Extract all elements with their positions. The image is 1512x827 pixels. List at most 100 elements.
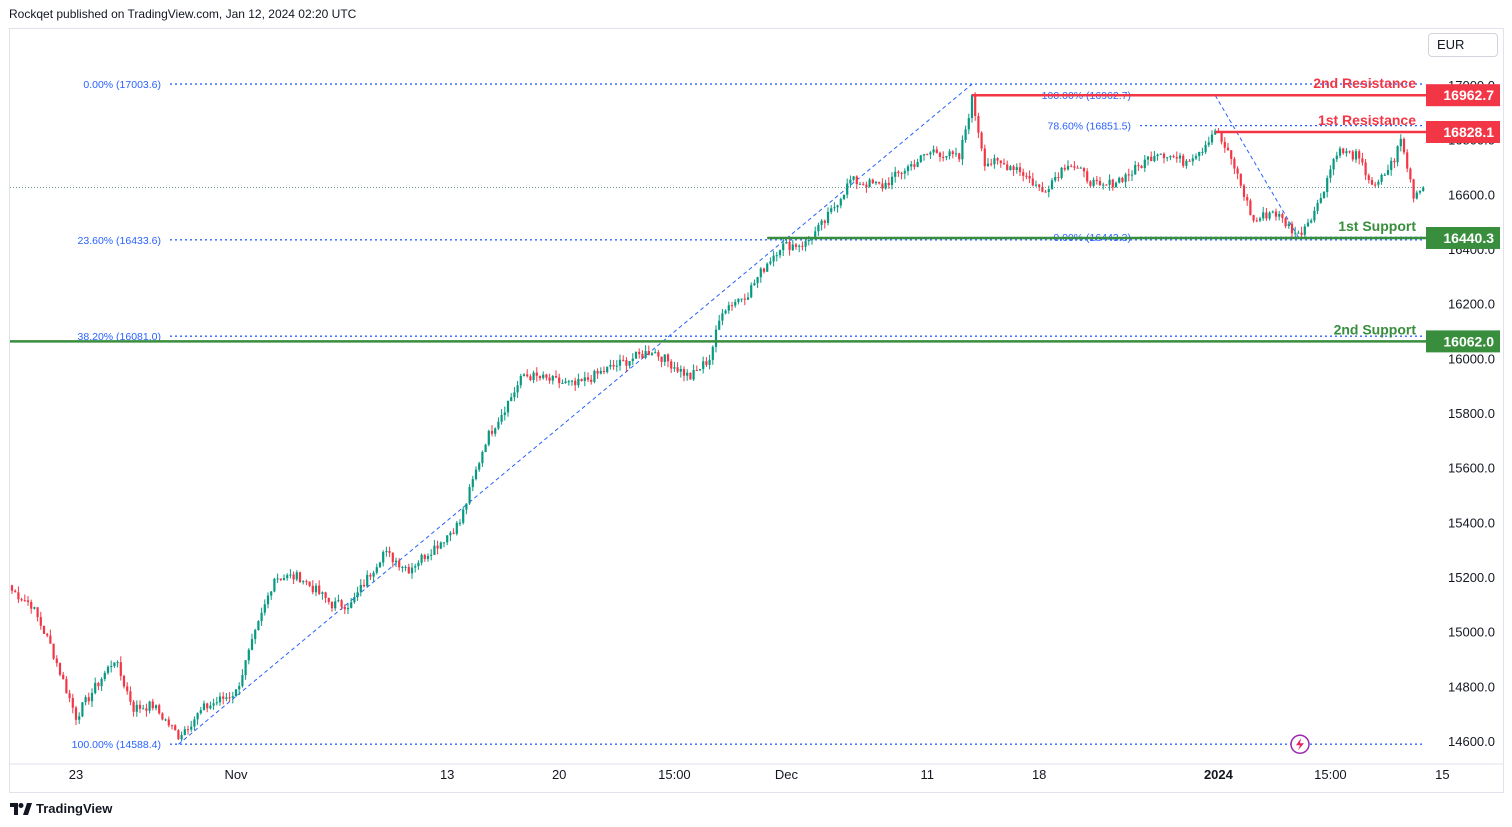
candle-body <box>986 163 990 167</box>
candle-body <box>26 600 30 602</box>
candle-body <box>1060 167 1063 178</box>
candle-body <box>753 283 756 286</box>
candle-body <box>977 115 980 133</box>
candle-body <box>55 658 58 664</box>
lightning-icon <box>1296 738 1304 751</box>
candle-body <box>81 702 84 717</box>
candle-body <box>564 381 567 383</box>
currency-button[interactable]: EUR <box>1428 33 1498 57</box>
candle-body <box>999 160 1002 164</box>
candle-body <box>1127 174 1130 176</box>
candle-body <box>686 372 689 376</box>
candle-body <box>1009 166 1012 171</box>
candle-body <box>1198 151 1201 157</box>
candle-body <box>388 551 391 553</box>
candle-body <box>334 601 337 609</box>
candle-body <box>468 487 471 504</box>
candle-body <box>378 562 382 568</box>
candle-body <box>676 367 679 372</box>
sr-price-tag <box>1426 226 1500 249</box>
candle-body <box>1188 160 1191 162</box>
candle-body <box>308 581 311 586</box>
candle-body <box>1239 173 1242 186</box>
candle-body <box>212 703 215 706</box>
candle-body <box>215 702 218 704</box>
candle-body <box>1098 180 1102 186</box>
candle-body <box>455 522 458 534</box>
candle-body <box>10 585 14 591</box>
candle-body <box>794 244 798 247</box>
candle-body <box>926 154 929 156</box>
candle-body <box>670 361 673 369</box>
candle-body <box>638 351 641 354</box>
candle-body <box>145 708 148 711</box>
chart-frame[interactable]: 0.00% (17003.6) 23.60% (16433.6) 38.20% (1… <box>9 28 1504 793</box>
candle-body <box>596 370 599 374</box>
candle-body <box>500 415 503 422</box>
candle-body <box>1249 200 1252 216</box>
candle-body <box>302 581 305 583</box>
candle-body <box>190 726 193 730</box>
candle-body <box>874 182 878 184</box>
candle-body <box>1226 147 1230 151</box>
candle-body <box>186 729 190 731</box>
candle-body <box>286 575 289 579</box>
candle-body <box>1345 151 1348 154</box>
candle-body <box>1377 181 1380 185</box>
candle-body <box>734 301 737 306</box>
candle-body <box>919 155 922 162</box>
candle-body <box>1054 176 1057 181</box>
candle-body <box>148 701 151 711</box>
candle-body <box>679 368 682 372</box>
price-chart[interactable]: 0.00% (17003.6)23.60% (16433.6)38.20% (1… <box>10 29 1503 792</box>
candle-body <box>138 704 142 709</box>
candle-body <box>506 401 510 413</box>
candle-body <box>1140 166 1143 168</box>
candle-body <box>228 697 231 699</box>
candle-body <box>1268 212 1271 219</box>
candle-body <box>247 649 250 661</box>
candle-body <box>1399 138 1402 147</box>
candle-body <box>503 412 506 416</box>
candle-body <box>449 532 452 536</box>
candle-body <box>116 662 119 664</box>
candle-body <box>634 351 638 359</box>
fib-level-label: 0.00% (17003.6) <box>83 79 161 91</box>
candle-body <box>481 452 484 464</box>
candle-body <box>321 592 324 594</box>
candle-body <box>497 421 500 429</box>
candle-body <box>151 701 154 709</box>
candle-body <box>113 662 116 667</box>
candle-body <box>913 164 916 167</box>
candle-body <box>1380 175 1383 182</box>
candle-body <box>474 469 478 480</box>
candle-body <box>695 370 698 372</box>
candle-body <box>746 297 750 300</box>
candle-body <box>1028 175 1031 179</box>
candle-body <box>266 595 270 605</box>
candle-body <box>730 305 734 307</box>
candle-body <box>129 691 132 702</box>
candle-body <box>225 697 228 699</box>
candle-body <box>833 207 836 209</box>
candle-body <box>1118 177 1121 183</box>
candle-body <box>858 183 862 185</box>
candle-body <box>1322 191 1326 199</box>
x-tick-label: 11 <box>920 767 934 782</box>
candle-body <box>548 377 551 381</box>
candle-body <box>951 151 954 155</box>
tradingview-footer[interactable]: TradingView <box>10 801 112 816</box>
candle-body <box>897 171 900 174</box>
candle-body <box>94 682 97 694</box>
candle-body <box>353 597 356 603</box>
candle-body <box>1233 158 1236 169</box>
candle-body <box>410 567 414 574</box>
candle-body <box>231 696 234 698</box>
y-tick-label: 15200.0 <box>1448 570 1495 585</box>
candle-body <box>369 574 372 577</box>
candle-body <box>110 666 113 668</box>
candle-body <box>609 364 612 367</box>
candle-body <box>14 590 17 593</box>
candle-body <box>1012 166 1015 171</box>
candle-body <box>570 380 574 382</box>
